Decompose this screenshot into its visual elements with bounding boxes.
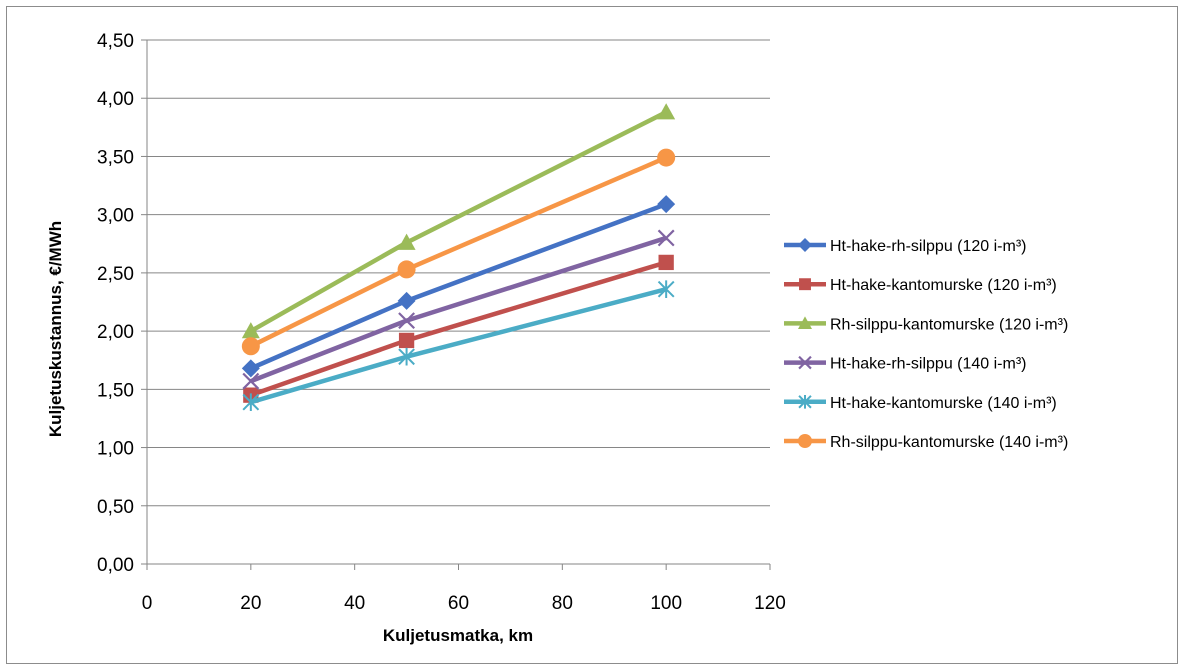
legend-entry: Ht-hake-kantomurske (140 i-m³) <box>784 395 1057 412</box>
data-point <box>241 322 260 339</box>
x-tick-label: 100 <box>650 593 682 614</box>
series-line <box>249 155 668 349</box>
legend-marker <box>798 394 812 409</box>
series-5 <box>242 280 675 411</box>
series-6 <box>241 148 676 356</box>
series-1 <box>241 195 676 378</box>
series-line <box>250 235 667 384</box>
data-point <box>242 393 260 411</box>
legend-label: Rh-silppu-kantomurske (120 i-m³) <box>830 316 1068 333</box>
data-point <box>657 148 676 167</box>
series-layer <box>241 103 676 411</box>
data-point <box>398 347 415 366</box>
data-point <box>657 280 675 298</box>
gridlines <box>147 39 770 507</box>
legend-label: Ht-hake-rh-silppu (120 i-m³) <box>830 238 1027 255</box>
y-tick-label: 1,00 <box>97 439 134 460</box>
x-tick-label: 60 <box>448 593 469 614</box>
data-point <box>658 254 674 271</box>
legend-entry: Rh-silppu-kantomurske (140 i-m³) <box>784 434 1068 451</box>
y-tick-label: 4,00 <box>97 89 134 110</box>
x-tick-labels: 0 20 40 60 80 100 120 <box>142 593 786 614</box>
data-point <box>657 103 676 120</box>
x-tick-label: 20 <box>240 593 261 614</box>
x-tick-label: 40 <box>344 593 365 614</box>
y-tick-label: 0,50 <box>97 497 134 518</box>
legend-label: Rh-silppu-kantomurske (140 i-m³) <box>830 434 1068 451</box>
y-tick-label: 2,00 <box>97 322 134 343</box>
y-tick-label: 2,50 <box>97 264 134 285</box>
data-point <box>241 337 260 356</box>
legend-marker <box>799 278 811 291</box>
legend-entry: Ht-hake-rh-silppu (120 i-m³) <box>784 238 1027 255</box>
legend-marker <box>798 434 812 448</box>
legend-entry: Rh-silppu-kantomurske (120 i-m³) <box>784 316 1068 333</box>
y-tick-label: 0,00 <box>97 555 134 576</box>
y-tick-label: 3,00 <box>97 206 134 227</box>
series-line <box>249 110 668 334</box>
legend-marker <box>798 316 812 329</box>
series-3 <box>241 103 676 339</box>
data-point <box>397 291 416 310</box>
chart-frame <box>6 6 1178 664</box>
data-point <box>657 195 676 214</box>
axes <box>141 39 771 570</box>
x-tick-label: 120 <box>754 593 786 614</box>
legend: Ht-hake-rh-silppu (120 i-m³) Ht-hake-kant… <box>784 238 1068 451</box>
y-tick-labels: 0,00 0,50 1,00 1,50 2,00 2,50 3,00 3,50 4,00 4,50 <box>97 31 134 576</box>
data-point <box>397 260 416 279</box>
legend-entry: Ht-hake-kantomurske (120 i-m³) <box>784 277 1057 294</box>
data-point <box>657 229 675 247</box>
series-4 <box>242 229 675 390</box>
y-tick-label: 4,50 <box>97 31 134 52</box>
data-point <box>397 233 416 250</box>
data-point <box>398 332 415 349</box>
legend-marker <box>798 355 812 370</box>
data-point <box>242 372 260 390</box>
legend-label: Ht-hake-rh-silppu (140 i-m³) <box>830 356 1027 373</box>
legend-label: Ht-hake-kantomurske (120 i-m³) <box>830 277 1057 294</box>
y-axis-title: Kuljetuskustannus, €/MWh <box>46 221 65 437</box>
series-2 <box>243 254 674 403</box>
y-tick-label: 3,50 <box>97 147 134 168</box>
x-tick-label: 0 <box>142 593 153 614</box>
legend-marker <box>798 238 812 252</box>
x-tick-label: 80 <box>552 593 573 614</box>
legend-label: Ht-hake-kantomurske (140 i-m³) <box>830 395 1057 412</box>
data-point <box>241 359 260 378</box>
x-axis-title: Kuljetusmatka, km <box>383 626 533 645</box>
y-tick-label: 1,50 <box>97 380 134 401</box>
legend-entry: Ht-hake-rh-silppu (140 i-m³) <box>784 356 1027 373</box>
data-point <box>398 312 416 330</box>
